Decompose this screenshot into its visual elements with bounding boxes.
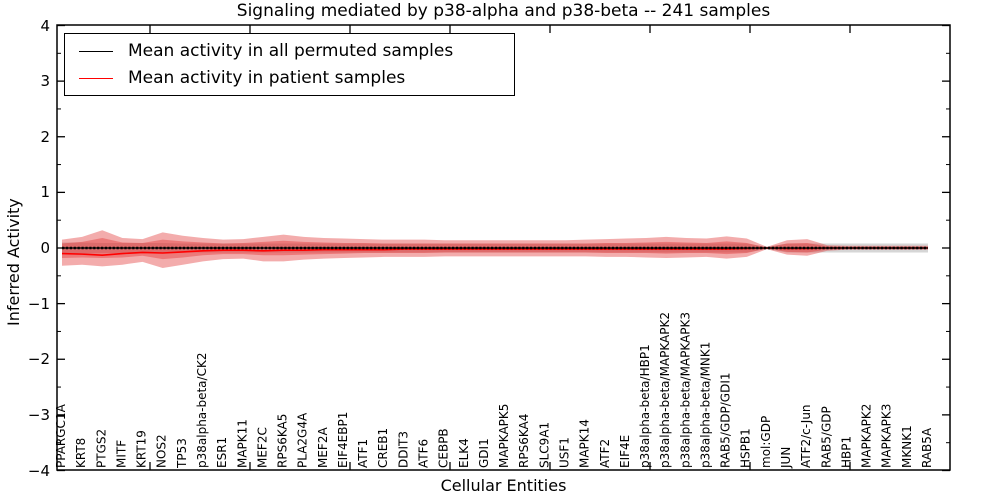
- y-tick-label: 4: [40, 16, 50, 35]
- x-tick-label: RPS6KA5: [275, 413, 290, 468]
- x-tick-label: NOS2: [154, 434, 169, 468]
- x-tick-label: RAB5/GDP: [819, 406, 834, 468]
- x-tick-label: p38alpha-beta/HBP1: [638, 344, 652, 468]
- x-tick-label: JUN: [779, 446, 793, 468]
- x-tick-label: TP53: [174, 438, 189, 468]
- x-tick-label: MAPK14: [577, 419, 592, 468]
- x-tick-label: PTGS2: [94, 428, 109, 468]
- y-tick-label: 0: [40, 239, 50, 257]
- legend-line-sample-red: [79, 77, 113, 79]
- legend-line-sample-black: [79, 50, 113, 52]
- x-tick-label: PLA2G4A: [295, 412, 310, 468]
- x-tick-label: p38alpha-beta/MAPKAPK3: [678, 312, 693, 468]
- x-tick-label: RAB5/GDP/GDI1: [718, 372, 733, 468]
- legend: Mean activity in all permuted samples Me…: [64, 33, 515, 96]
- y-tick-label: −4: [27, 461, 50, 480]
- y-tick-label: 3: [40, 72, 50, 91]
- x-tick-label: CEBPB: [436, 428, 451, 468]
- x-tick-label: p38alpha-beta/MNK1: [698, 341, 713, 468]
- x-tick-label: KRT8: [74, 437, 89, 468]
- chart-title: Signaling mediated by p38-alpha and p38-…: [236, 1, 771, 21]
- x-tick-label: RAB5A: [920, 427, 934, 468]
- x-tick-label: p38alpha-beta/CK2: [195, 352, 209, 468]
- x-tick-label: RPS6KA4: [517, 413, 532, 468]
- x-tick-label: HBP1: [839, 435, 854, 468]
- x-tick-label: ELK4: [456, 438, 471, 468]
- y-tick-label: 2: [40, 127, 50, 146]
- x-tick-label: MITF: [114, 439, 129, 468]
- x-tick-label: SLC9A1: [537, 421, 552, 468]
- x-tick-label: MAPKAPK3: [879, 403, 894, 468]
- x-tick-label: MAPKAPK5: [497, 403, 512, 468]
- y-tick-label: −2: [27, 350, 50, 369]
- x-tick-label: MAPK11: [235, 419, 250, 468]
- x-tick-label: MEF2A: [315, 427, 330, 468]
- x-tick-label: MKNK1: [899, 425, 914, 468]
- x-tick-label: MAPKAPK2: [859, 403, 874, 468]
- y-tick-label: 1: [40, 183, 50, 202]
- x-tick-label: EIF4EBP1: [336, 411, 350, 468]
- x-tick-label: KRT19: [134, 430, 149, 468]
- x-tick-label: ATF1: [356, 438, 371, 468]
- x-tick-label: CREB1: [376, 427, 391, 468]
- legend-entry-permuted: Mean activity in all permuted samples: [65, 41, 514, 61]
- x-tick-label: mol:GDP: [758, 415, 773, 468]
- legend-label-patient: Mean activity in patient samples: [128, 68, 406, 88]
- x-tick-label: PPARGC1A: [54, 404, 68, 468]
- x-tick-label: HSPB1: [738, 428, 753, 468]
- x-tick-label: ATF2: [597, 438, 612, 468]
- x-tick-label: DDIT3: [396, 431, 411, 468]
- legend-label-permuted: Mean activity in all permuted samples: [128, 41, 454, 61]
- x-tick-label: EIF4E: [617, 434, 632, 468]
- x-axis-label: Cellular Entities: [440, 476, 567, 495]
- x-tick-label: ATF2/c-Jun: [799, 404, 814, 468]
- x-tick-label: ESR1: [215, 436, 230, 468]
- y-tick-label: −1: [27, 294, 50, 313]
- x-tick-label: USF1: [557, 437, 572, 468]
- x-tick-label: MEF2C: [255, 427, 270, 468]
- x-tick-label: p38alpha-beta/MAPKAPK2: [658, 312, 673, 468]
- x-tick-label: ATF6: [416, 438, 431, 468]
- legend-entry-patient: Mean activity in patient samples: [65, 68, 514, 88]
- x-tick-label: GDI1: [476, 438, 491, 468]
- y-tick-label: −3: [27, 405, 50, 424]
